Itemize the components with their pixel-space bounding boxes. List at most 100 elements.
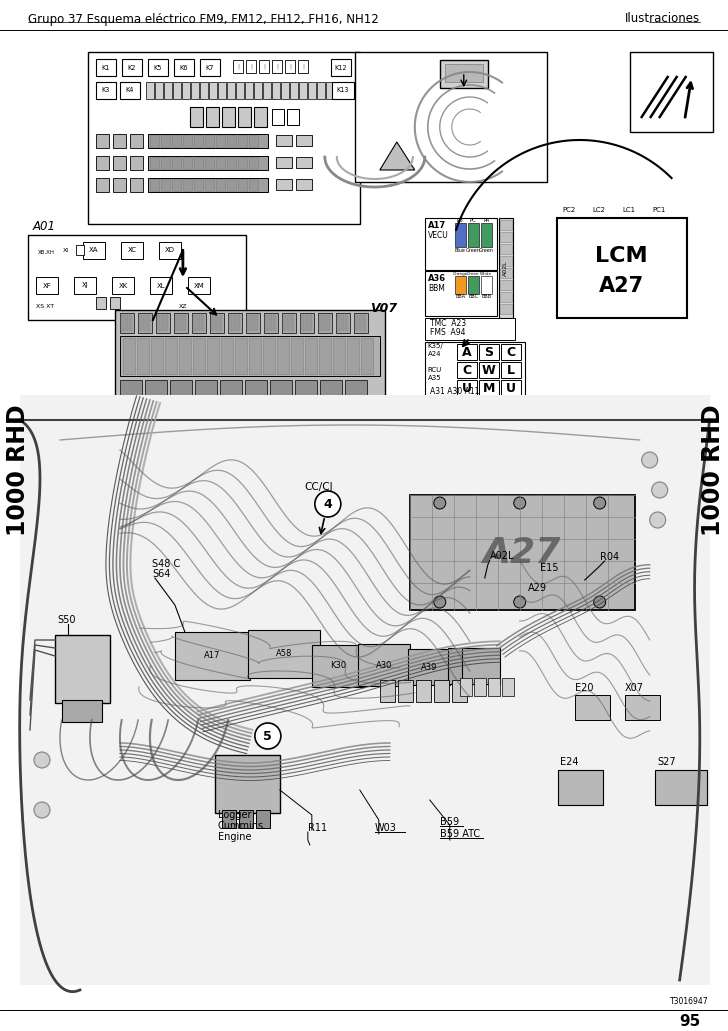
- Bar: [150, 135, 159, 147]
- Bar: [347, 338, 359, 374]
- Bar: [130, 156, 143, 170]
- Bar: [305, 338, 317, 374]
- Bar: [336, 313, 350, 333]
- Bar: [499, 232, 512, 242]
- Text: U: U: [506, 381, 515, 395]
- Bar: [235, 338, 247, 374]
- Circle shape: [434, 497, 446, 509]
- Text: RCU: RCU: [428, 367, 442, 373]
- Bar: [170, 380, 192, 402]
- Bar: [337, 315, 340, 331]
- Bar: [287, 315, 290, 331]
- Bar: [182, 82, 190, 99]
- Circle shape: [641, 452, 657, 468]
- Bar: [96, 82, 116, 99]
- Bar: [215, 755, 280, 813]
- Bar: [161, 157, 170, 169]
- Bar: [408, 648, 450, 685]
- Bar: [179, 338, 191, 374]
- Bar: [416, 680, 431, 702]
- Bar: [424, 271, 496, 315]
- Text: A39: A39: [421, 663, 437, 671]
- Text: |: |: [302, 64, 304, 69]
- Bar: [96, 297, 106, 309]
- Bar: [121, 242, 143, 259]
- Circle shape: [434, 596, 446, 608]
- Bar: [174, 313, 188, 333]
- Bar: [115, 310, 385, 405]
- Bar: [479, 362, 499, 378]
- Text: 4: 4: [323, 498, 332, 510]
- Bar: [20, 395, 710, 985]
- Text: A30: A30: [376, 661, 392, 669]
- Bar: [263, 338, 275, 374]
- Bar: [194, 179, 203, 191]
- Bar: [488, 678, 499, 696]
- Bar: [499, 220, 512, 230]
- Bar: [557, 218, 687, 318]
- Circle shape: [34, 752, 50, 768]
- Circle shape: [514, 596, 526, 608]
- Bar: [361, 338, 373, 374]
- Bar: [229, 315, 232, 331]
- Bar: [273, 315, 276, 331]
- Text: K2: K2: [127, 65, 136, 70]
- Bar: [219, 315, 222, 331]
- Text: B59 ATC: B59 ATC: [440, 829, 480, 839]
- Bar: [194, 135, 203, 147]
- Text: K1: K1: [102, 65, 110, 70]
- Text: A01: A01: [33, 221, 56, 233]
- Bar: [245, 82, 253, 99]
- Text: XJ: XJ: [82, 282, 88, 289]
- Bar: [206, 107, 219, 127]
- Bar: [150, 179, 159, 191]
- Text: |: |: [237, 64, 239, 69]
- Bar: [249, 338, 261, 374]
- Text: W: W: [482, 364, 496, 376]
- Bar: [161, 315, 164, 331]
- Bar: [205, 179, 214, 191]
- Bar: [455, 276, 466, 294]
- Bar: [130, 134, 143, 148]
- Bar: [246, 60, 256, 73]
- Text: BBM: BBM: [428, 284, 445, 293]
- Bar: [145, 380, 167, 402]
- Bar: [474, 678, 486, 696]
- Bar: [270, 380, 292, 402]
- Circle shape: [652, 483, 668, 498]
- Bar: [499, 280, 512, 290]
- Bar: [236, 82, 244, 99]
- Bar: [291, 315, 294, 331]
- Bar: [283, 315, 286, 331]
- Bar: [197, 315, 200, 331]
- Bar: [308, 82, 316, 99]
- Bar: [130, 178, 143, 192]
- Bar: [301, 315, 304, 331]
- Text: LC1: LC1: [622, 207, 636, 213]
- Bar: [256, 810, 270, 828]
- Bar: [222, 107, 235, 127]
- Bar: [227, 157, 236, 169]
- Text: X07: X07: [625, 683, 644, 693]
- Text: A27: A27: [599, 276, 644, 296]
- Text: LCM: LCM: [596, 246, 648, 266]
- Bar: [151, 338, 163, 374]
- Bar: [238, 107, 251, 127]
- Text: K35/: K35/: [428, 343, 443, 350]
- Bar: [456, 344, 477, 360]
- Bar: [211, 315, 214, 331]
- Text: A17: A17: [204, 652, 220, 661]
- Bar: [233, 60, 243, 73]
- Text: VECU: VECU: [428, 231, 448, 240]
- Bar: [88, 52, 360, 224]
- Bar: [237, 315, 240, 331]
- Bar: [332, 82, 354, 99]
- Bar: [269, 315, 272, 331]
- Bar: [440, 60, 488, 88]
- Circle shape: [34, 802, 50, 818]
- Text: A31 A30 A11: A31 A30 A11: [430, 387, 479, 396]
- Circle shape: [594, 497, 606, 509]
- Text: XC: XC: [127, 247, 136, 254]
- Text: K30: K30: [330, 662, 346, 670]
- Bar: [173, 82, 181, 99]
